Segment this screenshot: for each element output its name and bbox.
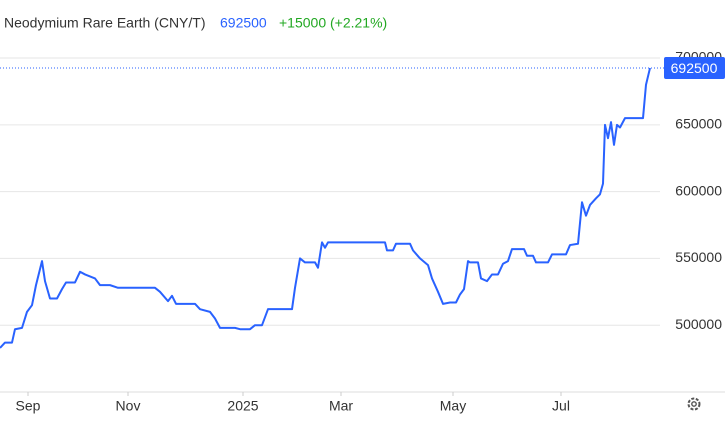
header-change: +15000 (+2.21%) <box>279 15 387 31</box>
header-price: 692500 <box>220 15 267 31</box>
x-tick-label: May <box>440 398 466 414</box>
x-tick-label: 2025 <box>227 398 258 414</box>
x-tick-label: Sep <box>16 398 41 414</box>
x-tick-label: Mar <box>329 398 353 414</box>
settings-icon[interactable] <box>687 397 701 411</box>
price-tag-label: 692500 <box>671 60 718 76</box>
x-tick-label: Nov <box>116 398 141 414</box>
y-tick-label: 600000 <box>675 182 722 198</box>
y-tick-label: 500000 <box>675 316 722 332</box>
price-line <box>0 67 651 349</box>
gear-hub[interactable] <box>691 401 697 407</box>
x-tick-label: Jul <box>552 398 570 414</box>
price-tag <box>664 57 725 80</box>
y-tick-label: 650000 <box>675 116 722 132</box>
y-tick-label: 550000 <box>675 249 722 265</box>
gear[interactable] <box>687 397 701 411</box>
chart-title: Neodymium Rare Earth (CNY/T) <box>4 15 206 31</box>
